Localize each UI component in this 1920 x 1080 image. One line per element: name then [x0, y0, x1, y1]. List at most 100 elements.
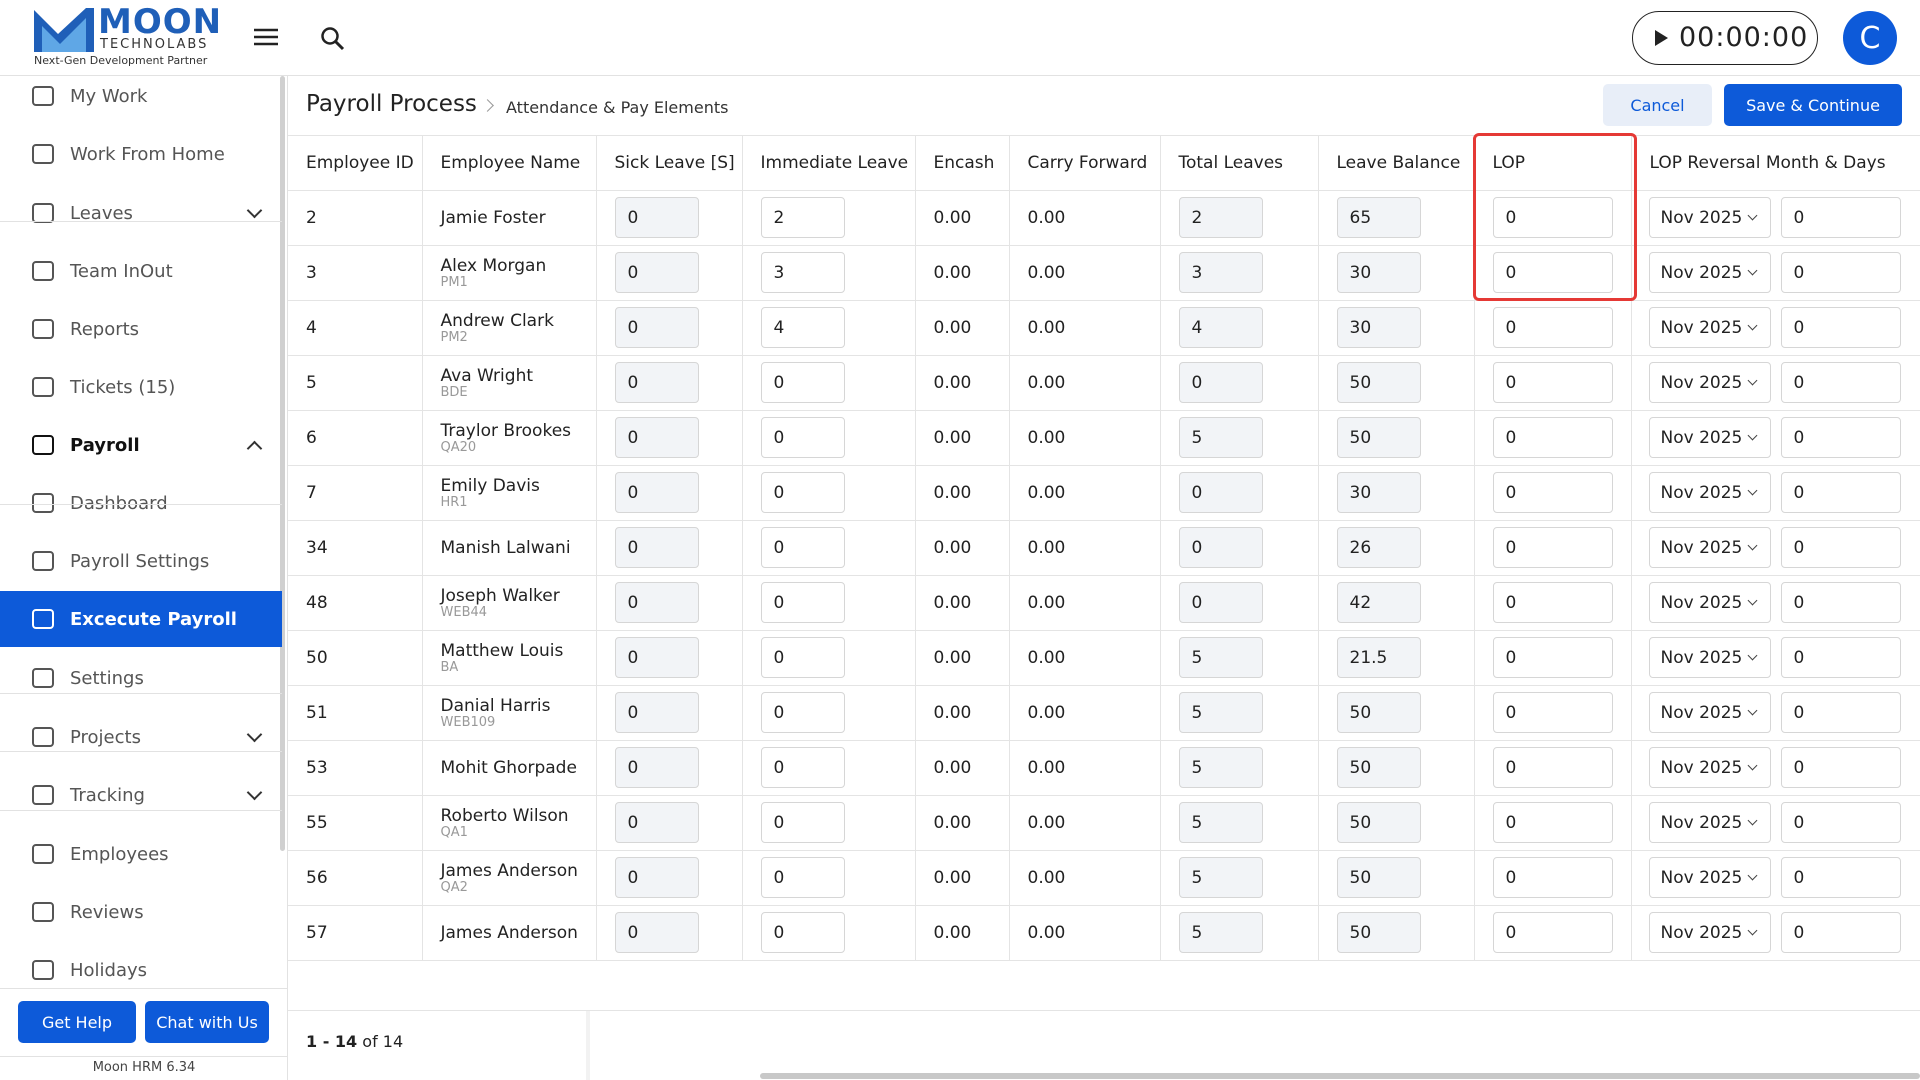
- month-select[interactable]: Nov 2025: [1648, 857, 1771, 898]
- immediate-input[interactable]: 0: [760, 802, 845, 843]
- month-select[interactable]: Nov 2025: [1648, 362, 1771, 403]
- month-select[interactable]: Nov 2025: [1648, 912, 1771, 953]
- total-input[interactable]: 5: [1178, 912, 1263, 953]
- timer[interactable]: 00:00:00: [1632, 11, 1818, 65]
- total-input[interactable]: 5: [1178, 802, 1263, 843]
- lop-input[interactable]: 0: [1492, 637, 1613, 678]
- lop-input[interactable]: 0: [1492, 582, 1613, 623]
- immediate-input[interactable]: 0: [760, 582, 845, 623]
- sick-input[interactable]: 0: [614, 527, 699, 568]
- sick-input[interactable]: 0: [614, 197, 699, 238]
- total-input[interactable]: 5: [1178, 637, 1263, 678]
- total-input[interactable]: 5: [1178, 857, 1263, 898]
- lop-input[interactable]: 0: [1492, 912, 1613, 953]
- total-input[interactable]: 5: [1178, 747, 1263, 788]
- nav-item[interactable]: Dashboard: [0, 475, 282, 531]
- days-input[interactable]: 0: [1780, 857, 1901, 898]
- immediate-input[interactable]: 0: [760, 747, 845, 788]
- sick-input[interactable]: 0: [614, 307, 699, 348]
- days-input[interactable]: 0: [1780, 802, 1901, 843]
- total-input[interactable]: 3: [1178, 252, 1263, 293]
- balance-input[interactable]: 30: [1336, 307, 1421, 348]
- cancel-button[interactable]: Cancel: [1603, 84, 1712, 126]
- month-select[interactable]: Nov 2025: [1648, 472, 1771, 513]
- days-input[interactable]: 0: [1780, 912, 1901, 953]
- nav-item[interactable]: My Work: [0, 76, 282, 124]
- nav-item[interactable]: Projects: [0, 709, 282, 765]
- days-input[interactable]: 0: [1780, 637, 1901, 678]
- immediate-input[interactable]: 0: [760, 362, 845, 403]
- total-input[interactable]: 0: [1178, 582, 1263, 623]
- immediate-input[interactable]: 0: [760, 527, 845, 568]
- month-select[interactable]: Nov 2025: [1648, 637, 1771, 678]
- nav-item[interactable]: Settings: [0, 650, 282, 706]
- nav-item[interactable]: Team InOut: [0, 243, 282, 299]
- total-input[interactable]: 4: [1178, 307, 1263, 348]
- immediate-input[interactable]: 0: [760, 637, 845, 678]
- balance-input[interactable]: 50: [1336, 692, 1421, 733]
- lop-input[interactable]: 0: [1492, 527, 1613, 568]
- menu-icon[interactable]: [254, 28, 278, 46]
- days-input[interactable]: 0: [1780, 692, 1901, 733]
- days-input[interactable]: 0: [1780, 197, 1901, 238]
- balance-input[interactable]: 50: [1336, 362, 1421, 403]
- balance-input[interactable]: 65: [1336, 197, 1421, 238]
- avatar[interactable]: C: [1843, 11, 1897, 65]
- nav-item[interactable]: Payroll Settings: [0, 533, 282, 589]
- month-select[interactable]: Nov 2025: [1648, 747, 1771, 788]
- days-input[interactable]: 0: [1780, 527, 1901, 568]
- sick-input[interactable]: 0: [614, 252, 699, 293]
- lop-input[interactable]: 0: [1492, 692, 1613, 733]
- month-select[interactable]: Nov 2025: [1648, 252, 1771, 293]
- immediate-input[interactable]: 4: [760, 307, 845, 348]
- balance-input[interactable]: 30: [1336, 252, 1421, 293]
- nav-item[interactable]: Holidays: [0, 942, 282, 998]
- month-select[interactable]: Nov 2025: [1648, 692, 1771, 733]
- days-input[interactable]: 0: [1780, 472, 1901, 513]
- total-input[interactable]: 2: [1178, 197, 1263, 238]
- month-select[interactable]: Nov 2025: [1648, 417, 1771, 458]
- immediate-input[interactable]: 0: [760, 912, 845, 953]
- lop-input[interactable]: 0: [1492, 197, 1613, 238]
- total-input[interactable]: 5: [1178, 417, 1263, 458]
- immediate-input[interactable]: 0: [760, 417, 845, 458]
- balance-input[interactable]: 50: [1336, 912, 1421, 953]
- sick-input[interactable]: 0: [614, 912, 699, 953]
- month-select[interactable]: Nov 2025: [1648, 527, 1771, 568]
- lop-input[interactable]: 0: [1492, 252, 1613, 293]
- days-input[interactable]: 0: [1780, 417, 1901, 458]
- sick-input[interactable]: 0: [614, 802, 699, 843]
- total-input[interactable]: 0: [1178, 472, 1263, 513]
- nav-item[interactable]: Reports: [0, 301, 282, 357]
- lop-input[interactable]: 0: [1492, 802, 1613, 843]
- sick-input[interactable]: 0: [614, 747, 699, 788]
- nav-item[interactable]: Tracking: [0, 767, 282, 823]
- chat-button[interactable]: Chat with Us: [145, 1001, 269, 1043]
- sick-input[interactable]: 0: [614, 692, 699, 733]
- nav-item[interactable]: Employees: [0, 826, 282, 882]
- total-input[interactable]: 5: [1178, 692, 1263, 733]
- balance-input[interactable]: 50: [1336, 747, 1421, 788]
- help-button[interactable]: Get Help: [18, 1001, 136, 1043]
- balance-input[interactable]: 50: [1336, 417, 1421, 458]
- nav-item[interactable]: Payroll: [0, 417, 282, 473]
- balance-input[interactable]: 30: [1336, 472, 1421, 513]
- sick-input[interactable]: 0: [614, 582, 699, 623]
- nav-item[interactable]: Reviews: [0, 884, 282, 940]
- total-input[interactable]: 0: [1178, 527, 1263, 568]
- nav-item[interactable]: Work From Home: [0, 126, 282, 182]
- balance-input[interactable]: 50: [1336, 857, 1421, 898]
- sick-input[interactable]: 0: [614, 472, 699, 513]
- balance-input[interactable]: 42: [1336, 582, 1421, 623]
- balance-input[interactable]: 50: [1336, 802, 1421, 843]
- sick-input[interactable]: 0: [614, 637, 699, 678]
- month-select[interactable]: Nov 2025: [1648, 307, 1771, 348]
- month-select[interactable]: Nov 2025: [1648, 197, 1771, 238]
- lop-input[interactable]: 0: [1492, 472, 1613, 513]
- lop-input[interactable]: 0: [1492, 362, 1613, 403]
- immediate-input[interactable]: 0: [760, 472, 845, 513]
- balance-input[interactable]: 21.5: [1336, 637, 1421, 678]
- immediate-input[interactable]: 3: [760, 252, 845, 293]
- days-input[interactable]: 0: [1780, 252, 1901, 293]
- lop-input[interactable]: 0: [1492, 417, 1613, 458]
